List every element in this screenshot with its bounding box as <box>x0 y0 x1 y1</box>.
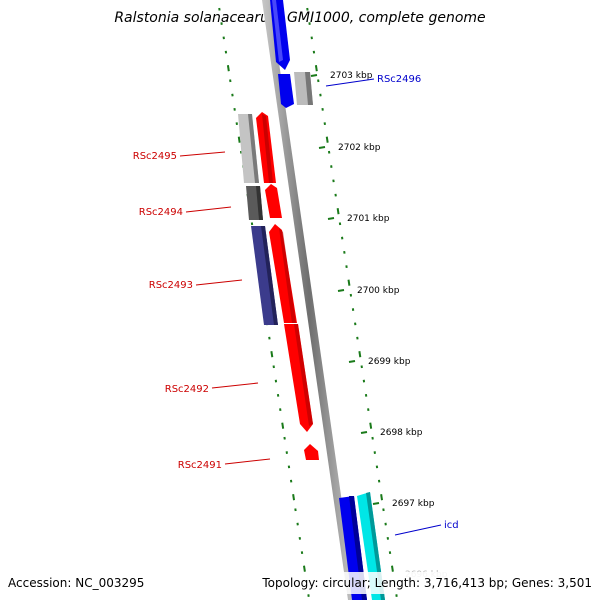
tick-outer <box>347 279 351 286</box>
scale-label: 2703 kbp <box>330 71 373 81</box>
kbp-tick <box>348 360 356 363</box>
kbp-tick <box>318 146 326 149</box>
tick-outer <box>336 208 340 215</box>
tick-inner <box>292 494 296 501</box>
scale-label: 2702 kbp <box>338 143 381 153</box>
scale-label: 2700 kbp <box>357 286 400 296</box>
map-title: Ralstonia solanacearum GMI1000, complete… <box>114 10 485 26</box>
gene-label-RSc2496[interactable]: RSc2496 <box>377 74 421 85</box>
tick-outer <box>390 565 394 572</box>
tick-outer <box>358 351 362 358</box>
tick-outer <box>325 136 329 143</box>
tick-inner <box>226 65 230 72</box>
kbp-tick <box>372 502 380 505</box>
tick-outer <box>314 65 318 72</box>
tick-outer <box>380 494 384 501</box>
genome-backbone <box>262 0 356 600</box>
feature-red-RSc2494[interactable] <box>265 184 282 218</box>
gene-labels: RSc2496 RSc2495 RSc2494 RSc2493 RSc2492 … <box>133 74 459 531</box>
kbp-tick <box>360 431 368 434</box>
accession-label: Accession: NC_003295 <box>8 576 144 590</box>
scale-label: 2701 kbp <box>347 214 390 224</box>
feature-red-RSc2491[interactable] <box>304 444 319 460</box>
gene-label-RSc2493[interactable]: RSc2493 <box>149 280 193 291</box>
tick-inner <box>237 136 241 143</box>
gene-label-icd[interactable]: icd <box>444 520 459 531</box>
scale-label: 2699 kbp <box>368 357 411 367</box>
leader-lines <box>179 78 442 536</box>
gene-label-RSc2494[interactable]: RSc2494 <box>139 207 183 218</box>
scale-label: 2697 kbp <box>392 499 435 509</box>
feature-red-RSc2492[interactable] <box>284 324 313 432</box>
topology-label: Topology: circular; Length: 3,716,413 bp… <box>261 576 592 590</box>
feature-blue-2[interactable] <box>278 74 294 108</box>
scale-label: 2698 kbp <box>380 428 423 438</box>
kbp-tick <box>327 217 335 220</box>
gene-label-RSc2495[interactable]: RSc2495 <box>133 151 177 162</box>
kbp-tick <box>310 74 318 77</box>
kbp-tick <box>337 289 345 292</box>
tick-inner <box>281 422 285 429</box>
tick-inner <box>270 351 274 358</box>
tick-inner <box>302 565 306 572</box>
gene-label-RSc2491[interactable]: RSc2491 <box>178 460 222 471</box>
gene-label-RSc2492[interactable]: RSc2492 <box>165 384 209 395</box>
tick-outer <box>369 422 373 429</box>
